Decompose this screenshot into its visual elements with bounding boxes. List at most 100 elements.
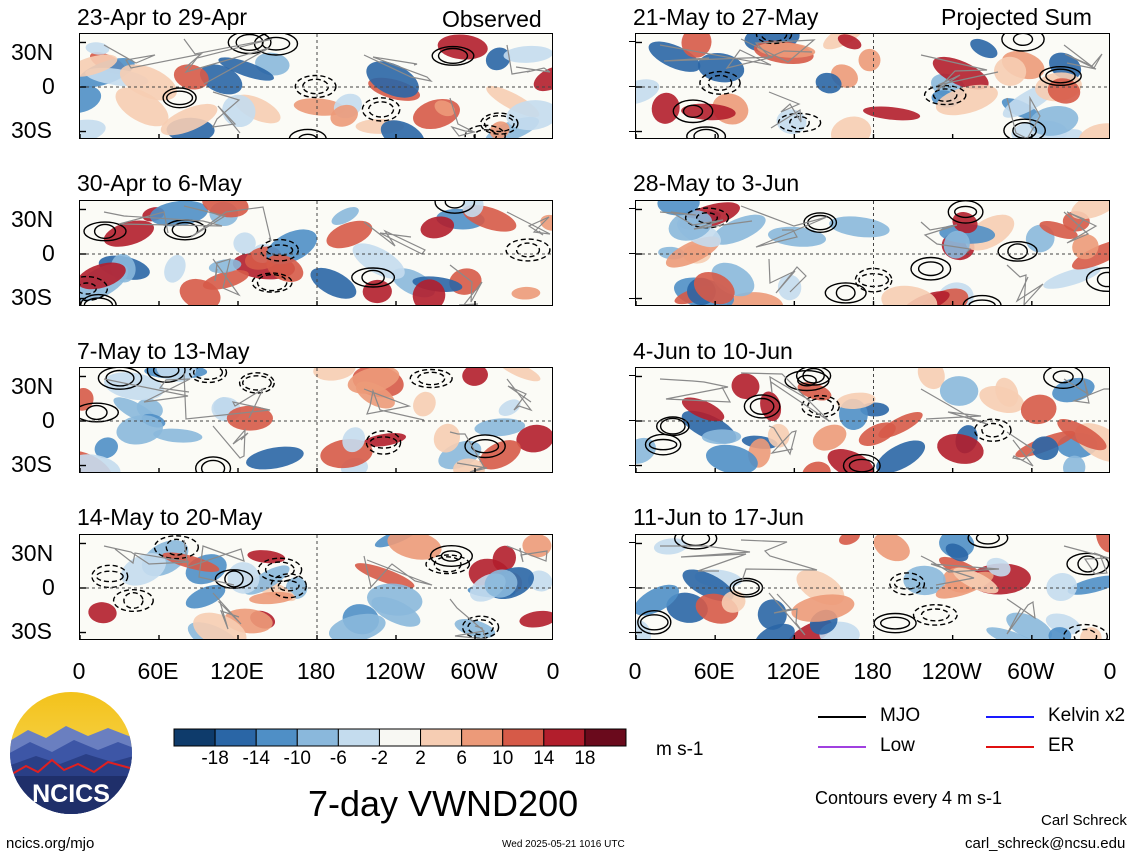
anomaly-blob — [932, 56, 989, 90]
anomaly-blob — [706, 444, 758, 472]
anomaly-blob — [497, 368, 541, 382]
mjo-contour — [795, 368, 832, 386]
mjo-contour — [105, 369, 135, 387]
panel-title: 4-Jun to 10-Jun — [633, 338, 793, 364]
mjo-contour — [464, 434, 506, 459]
anomaly-blob — [226, 405, 273, 431]
mjo-contour — [440, 550, 463, 562]
mjo-contour — [152, 368, 180, 378]
chart-title: 7-day VWND200 — [308, 783, 579, 824]
footer-url[interactable]: ncics.org/mjo — [6, 835, 95, 852]
coastline — [212, 592, 242, 630]
mjo-contour — [188, 368, 228, 384]
mjo-contour — [473, 129, 497, 138]
coastline — [659, 44, 774, 69]
anomaly-blob — [80, 119, 106, 138]
mjo-contour — [854, 267, 893, 293]
mjo-contour — [264, 561, 295, 579]
mjo-contour — [1077, 555, 1099, 573]
anomaly-blob — [986, 557, 1011, 577]
anomaly-blob — [88, 602, 117, 624]
anomaly-blob — [1077, 123, 1109, 138]
mjo-contour — [981, 422, 1005, 438]
anomaly-blob — [218, 57, 274, 81]
mjo-contour — [947, 201, 984, 224]
coastline — [1063, 545, 1109, 575]
anomaly-blob — [164, 254, 186, 283]
colorbar-swatch — [337, 728, 380, 747]
x-tick-label: 120W — [921, 658, 982, 684]
anomaly-blob — [1072, 234, 1099, 260]
mjo-contour — [693, 128, 719, 138]
anomaly-blob — [757, 599, 787, 630]
legend-label: MJO — [880, 705, 921, 726]
anomaly-blob — [479, 440, 521, 470]
mjo-contour — [153, 535, 199, 560]
coastline — [363, 221, 426, 255]
mjo-contour — [277, 580, 300, 592]
coastline — [183, 539, 245, 586]
y-tick-label: 30S — [11, 451, 52, 477]
colorbar-label: -10 — [283, 748, 311, 769]
mjo-contour — [294, 74, 337, 99]
footer-email[interactable]: carl_schreck@ncsu.edu — [965, 835, 1126, 852]
anomaly-blob — [454, 618, 496, 639]
anomaly-blob — [162, 552, 220, 572]
mjo-contour — [265, 244, 294, 257]
mjo-contour — [235, 34, 264, 51]
anomaly-blob — [1052, 377, 1095, 403]
panel-title: 28-May to 3-Jun — [633, 170, 800, 196]
mjo-contour — [777, 112, 822, 133]
y-tick-mark — [629, 420, 635, 421]
coastline — [1006, 264, 1044, 305]
anomaly-blob — [540, 214, 552, 231]
mjo-contour — [1085, 267, 1109, 292]
y-tick-mark — [629, 297, 635, 299]
anomaly-blob — [516, 424, 552, 453]
coastline — [920, 221, 972, 253]
anomaly-blob — [352, 243, 405, 280]
footer-timestamp: Wed 2025-05-21 1016 UTC — [502, 839, 625, 850]
x-tick-label: 120E — [210, 658, 264, 684]
panel-title: 30-Apr to 6-May — [77, 170, 242, 196]
mjo-contour — [997, 241, 1038, 262]
coastline — [740, 372, 830, 422]
colorbar-label: -6 — [329, 748, 347, 769]
panel-title: 21-May to 27-May — [633, 4, 819, 30]
mjo-contour — [639, 614, 669, 631]
anomaly-blob — [693, 271, 735, 305]
anomaly-blob — [434, 100, 455, 117]
mjo-contour — [251, 272, 293, 293]
mjo-contour — [80, 282, 97, 295]
map-panel — [635, 33, 1110, 139]
mjo-contour — [171, 221, 199, 238]
coastline — [659, 378, 732, 403]
anomaly-blob — [293, 98, 345, 116]
y-tick-label: 30N — [11, 373, 54, 399]
coastline — [920, 54, 999, 91]
mjo-contour — [1073, 628, 1098, 639]
anomaly-blob — [681, 103, 736, 121]
anomaly-blob — [484, 569, 518, 598]
anomaly-blob — [533, 66, 552, 92]
anomaly-blob — [160, 103, 218, 136]
anomaly-blob — [115, 87, 169, 127]
anomaly-blob — [802, 461, 831, 472]
y-tick-mark — [629, 587, 635, 588]
anomaly-blob — [945, 543, 969, 562]
anomaly-blob — [1071, 239, 1109, 270]
mjo-contour — [910, 256, 952, 281]
mjo-contour — [433, 556, 462, 573]
coastline — [660, 545, 751, 572]
coastline — [183, 38, 273, 85]
anomaly-blob — [387, 535, 442, 560]
coastline — [506, 545, 548, 563]
mjo-contour — [707, 74, 733, 92]
anomaly-blob — [943, 230, 970, 259]
anomaly-blob — [330, 104, 358, 127]
anomaly-blob — [1057, 418, 1107, 451]
y-tick-mark — [629, 375, 635, 377]
anomaly-blob — [1071, 201, 1109, 220]
mjo-contour — [361, 269, 385, 286]
mjo-contour — [256, 273, 288, 292]
